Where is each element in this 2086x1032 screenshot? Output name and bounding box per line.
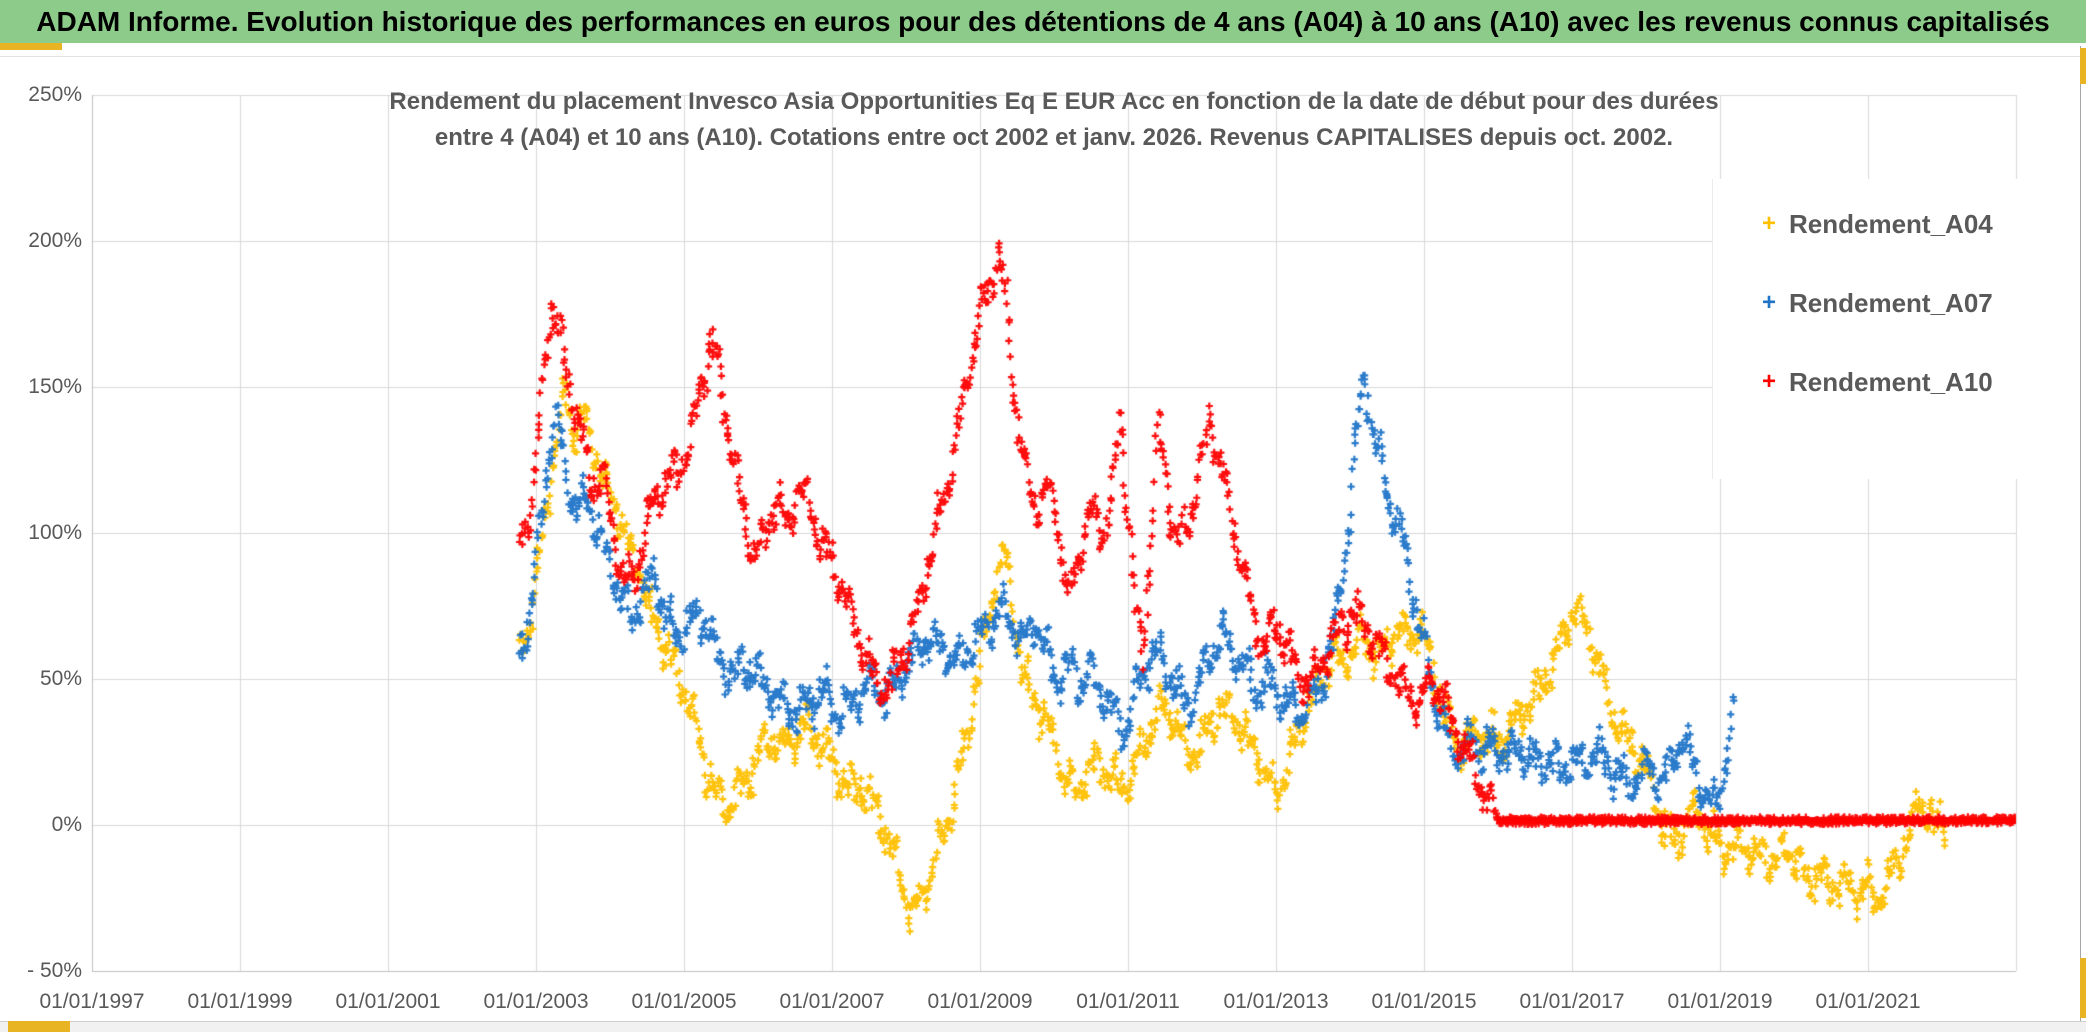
plus-marker-icon: +	[1761, 368, 1776, 395]
y-axis-tick-label: 0%	[51, 813, 82, 836]
x-axis-tick-label: 01/01/2019	[1667, 990, 1773, 1013]
x-axis-tick-label: 01/01/2005	[631, 990, 737, 1013]
y-axis-tick-label: 150%	[28, 375, 82, 398]
x-axis-tick-label: 01/01/2013	[1223, 990, 1329, 1013]
chart-subtitle-line2: entre 4 (A04) et 10 ans (A10). Cotations…	[434, 124, 1674, 151]
y-axis-tick-label: 250%	[28, 83, 82, 106]
x-axis-tick-label: 01/01/2003	[483, 990, 589, 1013]
x-axis-tick-label: 01/01/2021	[1815, 990, 1921, 1013]
legend-box: + Rendement_A04 + Rendement_A07 + Rendement_A…	[1712, 179, 2079, 479]
x-axis-tick-label: 01/01/2001	[335, 990, 441, 1013]
x-axis-tick-label: 01/01/2007	[779, 990, 885, 1013]
legend-item-label: Rendement_A07	[1789, 287, 1993, 318]
legend-item[interactable]: + Rendement_A10	[1713, 365, 2079, 399]
legend-item-label: Rendement_A10	[1789, 366, 1993, 397]
y-axis-tick-label: 200%	[28, 229, 82, 252]
y-axis-tick-label: 50%	[39, 667, 82, 690]
chart-subtitle: Rendement du placement Invesco Asia Oppo…	[354, 84, 1754, 156]
x-axis-tick-label: 01/01/2011	[1076, 990, 1180, 1013]
x-axis-tick-label: 01/01/2017	[1519, 990, 1625, 1013]
x-axis-tick-label: 01/01/1997	[39, 990, 145, 1013]
plus-marker-icon: +	[1761, 289, 1776, 316]
x-axis-tick-label: 01/01/1999	[187, 990, 293, 1013]
gold-frame-right-bottom	[2080, 958, 2086, 1018]
y-axis-tick-label: 100%	[28, 521, 82, 544]
gold-frame-right-top	[2080, 48, 2086, 84]
legend-item[interactable]: + Rendement_A04	[1713, 207, 2079, 241]
chart-right-border	[2080, 46, 2081, 1021]
y-axis-tick-label: - 50%	[27, 959, 82, 982]
plus-marker-icon: +	[1761, 210, 1776, 237]
worksheet-bottom-strip	[0, 1021, 2086, 1032]
legend-item[interactable]: + Rendement_A07	[1713, 286, 2079, 320]
chart-subtitle-line1: Rendement du placement Invesco Asia Oppo…	[389, 88, 1719, 115]
x-axis-tick-label: 01/01/2015	[1371, 990, 1477, 1013]
legend-item-label: Rendement_A04	[1789, 208, 1993, 239]
gold-frame-bottom-left	[8, 1021, 70, 1032]
x-axis-tick-label: 01/01/2009	[927, 990, 1033, 1013]
